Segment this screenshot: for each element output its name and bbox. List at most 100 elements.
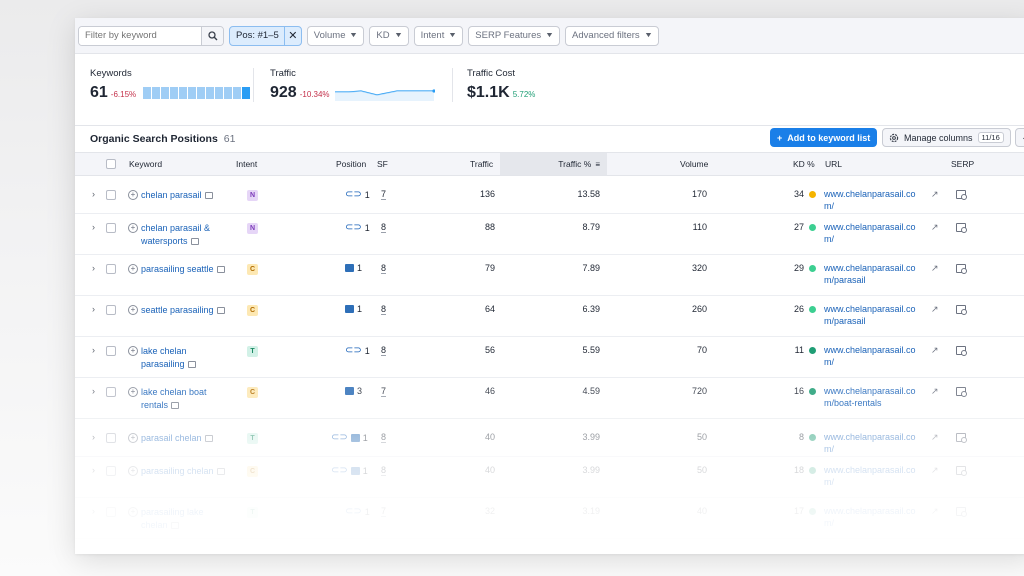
- external-link-icon[interactable]: ↗: [931, 386, 939, 396]
- add-keyword-icon[interactable]: +: [128, 433, 138, 443]
- col-traffic-pct[interactable]: Traffic % ≡: [500, 153, 607, 175]
- serp-snapshot-icon[interactable]: [190, 238, 199, 245]
- expand-row-icon[interactable]: ›: [92, 304, 95, 314]
- volume-dropdown[interactable]: Volume ▼: [306, 25, 365, 46]
- external-link-icon[interactable]: ↗: [931, 222, 939, 232]
- add-keyword-icon[interactable]: +: [128, 190, 138, 200]
- expand-row-icon[interactable]: ›: [92, 465, 95, 475]
- serp-snapshot-icon[interactable]: [187, 361, 196, 368]
- row-checkbox[interactable]: [106, 305, 116, 315]
- expand-row-icon[interactable]: ›: [92, 189, 95, 199]
- add-keyword-icon[interactable]: +: [128, 507, 138, 517]
- col-intent[interactable]: Intent: [236, 159, 258, 169]
- external-link-icon[interactable]: ↗: [931, 304, 939, 314]
- intent-dropdown[interactable]: Intent ▼: [413, 25, 464, 46]
- url-link[interactable]: www.chelanparasail.com/: [824, 345, 916, 367]
- keyword-link[interactable]: seattle parasailing: [141, 304, 227, 317]
- sf-count[interactable]: 8: [381, 222, 387, 232]
- serp-preview-icon[interactable]: [956, 190, 967, 200]
- expand-row-icon[interactable]: ›: [92, 345, 95, 355]
- url-link[interactable]: www.chelanparasail.com/parasail: [824, 304, 916, 326]
- serp-preview-icon[interactable]: [956, 433, 967, 443]
- row-checkbox[interactable]: [106, 507, 116, 517]
- sf-count[interactable]: 8: [381, 345, 387, 355]
- keyword-link[interactable]: parasailing chelan: [141, 465, 227, 478]
- position-filter-chip[interactable]: Pos: #1–5 ✕: [229, 25, 302, 46]
- row-checkbox[interactable]: [106, 433, 116, 443]
- external-link-icon[interactable]: ↗: [931, 263, 939, 273]
- serp-preview-icon[interactable]: [956, 466, 967, 476]
- sf-count[interactable]: 8: [381, 304, 387, 314]
- row-checkbox[interactable]: [106, 346, 116, 356]
- col-position[interactable]: Position: [336, 159, 367, 169]
- traffic-cost-metric[interactable]: Traffic Cost $1.1K 5.72%: [452, 54, 652, 125]
- add-keyword-icon[interactable]: +: [128, 264, 138, 274]
- sf-count[interactable]: 8: [381, 465, 387, 475]
- row-checkbox[interactable]: [106, 223, 116, 233]
- keyword-link[interactable]: parasail chelan: [141, 432, 227, 445]
- url-link[interactable]: www.chelanparasail.com/parasail: [824, 263, 916, 285]
- external-link-icon[interactable]: ↗: [931, 345, 939, 355]
- add-keyword-icon[interactable]: +: [128, 346, 138, 356]
- advanced-filters-dropdown[interactable]: Advanced filters ▼: [565, 25, 659, 46]
- kd-dropdown[interactable]: KD ▼: [369, 25, 409, 46]
- expand-row-icon[interactable]: ›: [92, 432, 95, 442]
- remove-filter-button[interactable]: ✕: [283, 26, 301, 45]
- col-traffic[interactable]: Traffic: [470, 159, 494, 169]
- serp-preview-icon[interactable]: [956, 305, 967, 315]
- add-keyword-icon[interactable]: +: [128, 305, 138, 315]
- url-link[interactable]: www.chelanparasail.com/: [824, 432, 916, 454]
- keyword-link[interactable]: parasailing seattle: [141, 263, 227, 276]
- sf-count[interactable]: 8: [381, 432, 387, 442]
- keyword-link[interactable]: chelan parasail & watersports: [141, 223, 211, 246]
- url-link[interactable]: www.chelanparasail.com/: [824, 222, 916, 244]
- add-keyword-icon[interactable]: +: [128, 466, 138, 476]
- keyword-link[interactable]: parasailing lake chelan: [141, 507, 204, 530]
- col-keyword[interactable]: Keyword: [129, 159, 163, 169]
- search-button[interactable]: [201, 26, 223, 45]
- external-link-icon[interactable]: ↗: [931, 432, 939, 442]
- keywords-metric[interactable]: Keywords 61 -6.15%: [75, 54, 251, 125]
- manage-columns-button[interactable]: Manage columns 11/16: [882, 128, 1011, 147]
- serp-preview-icon[interactable]: [956, 264, 967, 274]
- expand-row-icon[interactable]: ›: [92, 222, 95, 232]
- table-row[interactable]: › + parasailing seattle C 1 8 79 7.89 320 29 www.c…: [75, 255, 1024, 296]
- col-url[interactable]: URL: [825, 159, 843, 169]
- url-link[interactable]: www.chelanparasail.com/: [824, 189, 916, 211]
- table-row[interactable]: › + lake chelan parasailing T ⊂⊃ 1 8 56 5.59 70 11…: [75, 337, 1024, 378]
- table-row[interactable]: › + parasail chelan T ⊂⊃ 1 8 40 3.99 50 8 www.chela…: [75, 419, 1024, 457]
- table-row[interactable]: › + lake chelan boat rentals C 3 7 46 4.59 720 16…: [75, 378, 1024, 419]
- serp-preview-icon[interactable]: [956, 223, 967, 233]
- serp-snapshot-icon[interactable]: [171, 402, 180, 409]
- col-volume[interactable]: Volume: [680, 159, 709, 169]
- serp-snapshot-icon[interactable]: [216, 307, 225, 314]
- url-link[interactable]: www.chelanparasail.com/: [824, 506, 916, 528]
- sf-count[interactable]: 8: [381, 263, 387, 273]
- col-kd[interactable]: KD %: [793, 159, 815, 169]
- add-keyword-icon[interactable]: +: [128, 223, 138, 233]
- table-row[interactable]: › + chelan parasail & watersports N ⊂⊃ 1 8 88 8.…: [75, 214, 1024, 255]
- expand-row-icon[interactable]: ›: [92, 263, 95, 273]
- table-row[interactable]: › + seattle parasailing C 1 8 64 6.39 260 26 www.c…: [75, 296, 1024, 337]
- row-checkbox[interactable]: [106, 387, 116, 397]
- external-link-icon[interactable]: ↗: [931, 465, 939, 475]
- serp-snapshot-icon[interactable]: [216, 468, 225, 475]
- external-link-icon[interactable]: ↗: [931, 189, 939, 199]
- table-row[interactable]: › + chelan parasail N ⊂⊃ 1 7 136 13.58 170 34 www.c…: [75, 176, 1024, 214]
- keyword-link[interactable]: lake chelan parasailing: [141, 345, 227, 371]
- external-link-icon[interactable]: ↗: [931, 506, 939, 516]
- serp-features-dropdown[interactable]: SERP Features ▼: [468, 25, 561, 46]
- sf-count[interactable]: 7: [381, 506, 387, 516]
- serp-snapshot-icon[interactable]: [204, 192, 213, 199]
- keyword-filter-input[interactable]: [79, 26, 201, 45]
- serp-snapshot-icon[interactable]: [204, 435, 213, 442]
- sf-count[interactable]: 7: [381, 386, 387, 396]
- serp-preview-icon[interactable]: [956, 346, 967, 356]
- expand-row-icon[interactable]: ›: [92, 386, 95, 396]
- serp-preview-icon[interactable]: [956, 387, 967, 397]
- traffic-metric[interactable]: Traffic 928 -10.34%: [255, 54, 450, 125]
- row-checkbox[interactable]: [106, 466, 116, 476]
- serp-preview-icon[interactable]: [956, 507, 967, 517]
- col-sf[interactable]: SF: [377, 159, 388, 169]
- row-checkbox[interactable]: [106, 264, 116, 274]
